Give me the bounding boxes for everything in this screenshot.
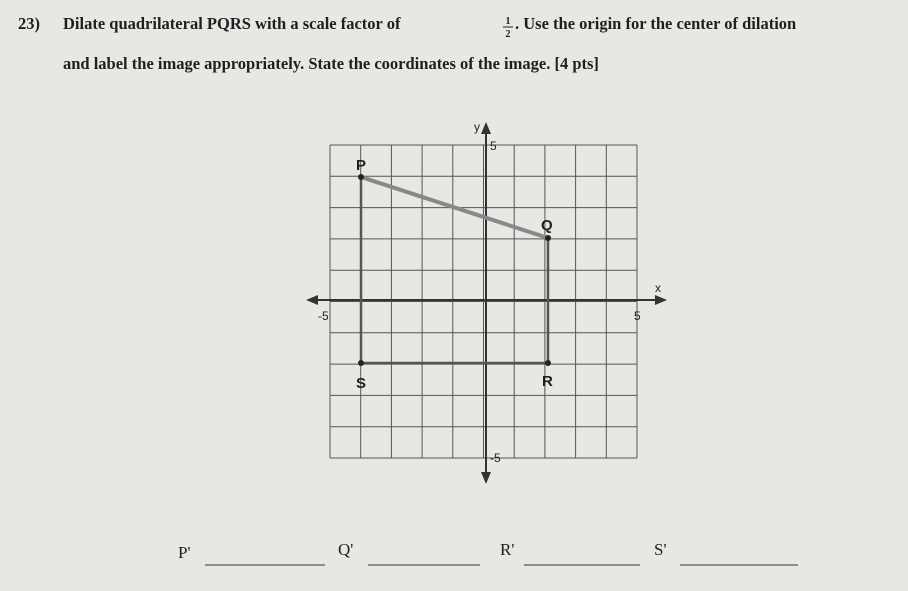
- question-text: Dilate quadrilateral PQRS with a scale f…: [63, 14, 401, 33]
- fraction-denominator: 2: [506, 29, 511, 40]
- arrow: [481, 122, 491, 134]
- question-number: 23): [18, 14, 40, 33]
- tick-label: -5: [490, 451, 501, 465]
- question-text: . Use the origin for the center of dilat…: [515, 14, 796, 33]
- point-label: R: [542, 373, 553, 390]
- grid: [329, 144, 638, 459]
- arrow: [655, 295, 667, 305]
- tick-label: 5: [634, 309, 641, 323]
- side: [360, 175, 549, 240]
- answer-label: Q': [338, 540, 353, 559]
- axis-label: y: [474, 120, 480, 134]
- answer-label: R': [500, 540, 514, 559]
- point: [358, 174, 364, 180]
- point-label: S: [356, 375, 366, 392]
- question-text: and label the image appropriately. State…: [63, 54, 599, 73]
- arrow: [306, 295, 318, 305]
- tick-label: 5: [490, 139, 497, 153]
- answers: P' Q' R' S': [178, 540, 798, 566]
- point-label: Q: [541, 217, 553, 234]
- point: [545, 360, 551, 366]
- tick-label: -5: [318, 309, 329, 323]
- axis-label: x: [655, 281, 661, 295]
- point: [545, 235, 551, 241]
- fraction-numerator: 1: [506, 16, 511, 27]
- answer-label: S': [654, 540, 667, 559]
- arrow: [481, 472, 491, 484]
- answer-label: P': [178, 543, 191, 562]
- point-label: P: [356, 157, 366, 174]
- point: [358, 360, 364, 366]
